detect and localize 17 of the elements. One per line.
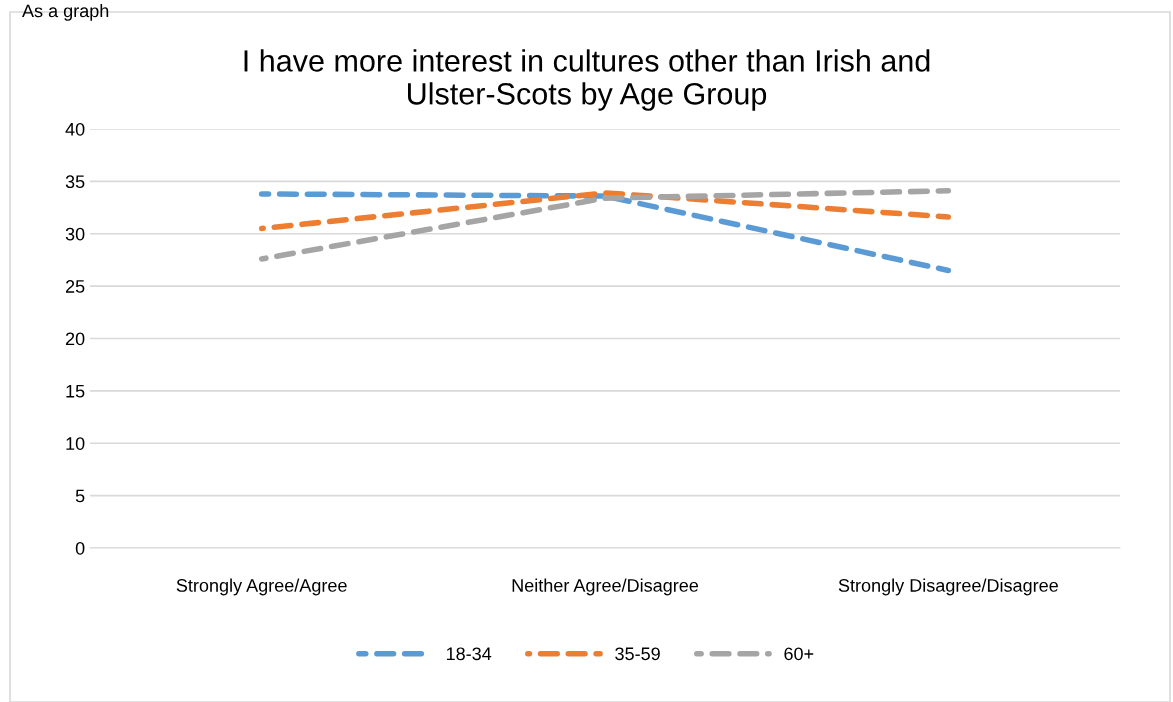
y-tick-label: 20 — [65, 332, 85, 346]
y-tick-label: 15 — [66, 385, 85, 398]
y-tick-label: 10 — [66, 437, 85, 450]
y-tick-label: 35 — [65, 175, 85, 189]
x-tick-label: Strongly Disagree/Disagree — [838, 578, 1058, 596]
x-tick-label: Neither Agree/Disagree — [512, 578, 699, 596]
y-tick-label: 25 — [65, 280, 85, 293]
y-tick-label: 0 — [75, 541, 85, 555]
y-tick-label: 40 — [65, 122, 85, 136]
text: As a graph — [22, 4, 109, 21]
x-tick-label: Strongly Agree/Agree — [176, 578, 347, 596]
chart-title: I have more interest in cultures other than Irish and Ulster-Scots by Age Group — [244, 49, 930, 111]
y-tick-label: 5 — [75, 489, 85, 503]
legend-label: 18-34 — [446, 647, 492, 661]
legend-label: 35-59 — [615, 647, 660, 661]
y-tick-label: 30 — [65, 227, 85, 241]
legend-label: 60+ — [784, 647, 814, 661]
